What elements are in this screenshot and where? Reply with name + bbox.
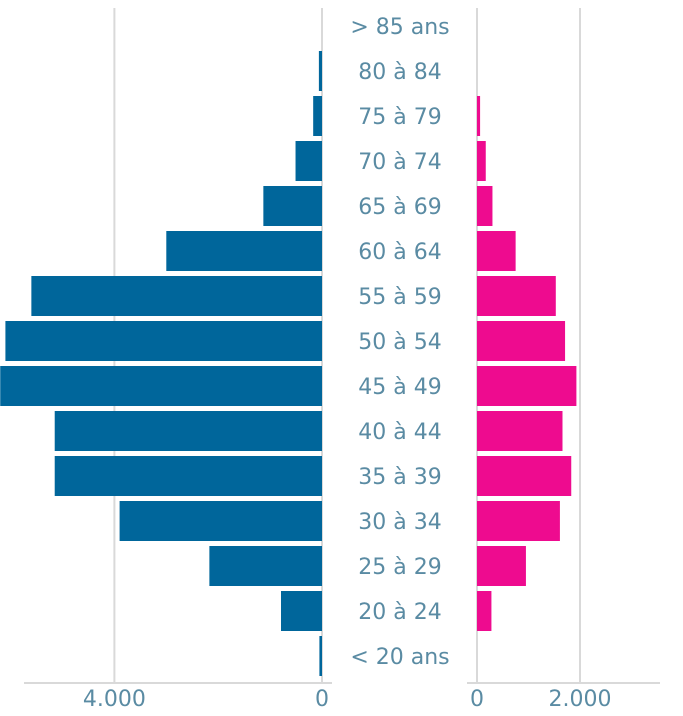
bars — [0, 51, 577, 676]
age-labels: > 85 ans 80 à 84 75 à 79 70 à 74 65 à 69 60 à… — [350, 15, 449, 670]
bar-left-4 — [263, 186, 322, 226]
bar-right-11 — [477, 501, 560, 541]
bar-right-2 — [477, 96, 481, 136]
bar-right-8 — [477, 366, 577, 406]
age-label-5: 60 à 64 — [358, 240, 441, 265]
bar-right-13 — [477, 591, 492, 631]
age-label-3: 70 à 74 — [358, 150, 441, 175]
age-label-4: 65 à 69 — [358, 195, 441, 220]
age-label-7: 50 à 54 — [358, 330, 441, 355]
age-label-6: 55 à 59 — [358, 285, 441, 310]
bar-left-8 — [0, 366, 322, 406]
tick-label-left-1: 0 — [315, 687, 329, 712]
bar-right-12 — [477, 546, 526, 586]
bar-right-3 — [477, 141, 486, 181]
bar-left-9 — [54, 411, 323, 451]
age-label-1: 80 à 84 — [358, 60, 441, 85]
age-label-14: < 20 ans — [350, 645, 449, 670]
bar-left-3 — [295, 141, 322, 181]
bar-left-1 — [318, 51, 322, 91]
bar-right-6 — [477, 276, 556, 316]
tick-label-right-1: 2.000 — [549, 687, 612, 712]
tick-labels: 4.000 0 0 2.000 — [83, 687, 612, 712]
bar-left-11 — [119, 501, 322, 541]
age-label-8: 45 à 49 — [358, 375, 441, 400]
bar-left-7 — [5, 321, 322, 361]
bar-left-2 — [313, 96, 322, 136]
age-label-11: 30 à 34 — [358, 510, 441, 535]
bar-right-9 — [477, 411, 563, 451]
age-label-12: 25 à 29 — [358, 555, 441, 580]
age-label-0: > 85 ans — [350, 15, 449, 40]
tick-label-left-0: 4.000 — [83, 687, 146, 712]
age-label-10: 35 à 39 — [358, 465, 441, 490]
bar-right-7 — [477, 321, 566, 361]
bar-left-5 — [166, 231, 322, 271]
age-label-13: 20 à 24 — [358, 600, 441, 625]
bar-left-13 — [280, 591, 322, 631]
bar-right-10 — [477, 456, 572, 496]
age-label-2: 75 à 79 — [358, 105, 441, 130]
bar-right-4 — [477, 186, 493, 226]
bar-left-12 — [209, 546, 322, 586]
bar-left-10 — [54, 456, 323, 496]
bar-right-5 — [477, 231, 516, 271]
bar-left-14 — [319, 636, 322, 676]
bar-left-6 — [31, 276, 323, 316]
tick-label-right-0: 0 — [470, 687, 484, 712]
age-label-9: 40 à 44 — [358, 420, 441, 445]
